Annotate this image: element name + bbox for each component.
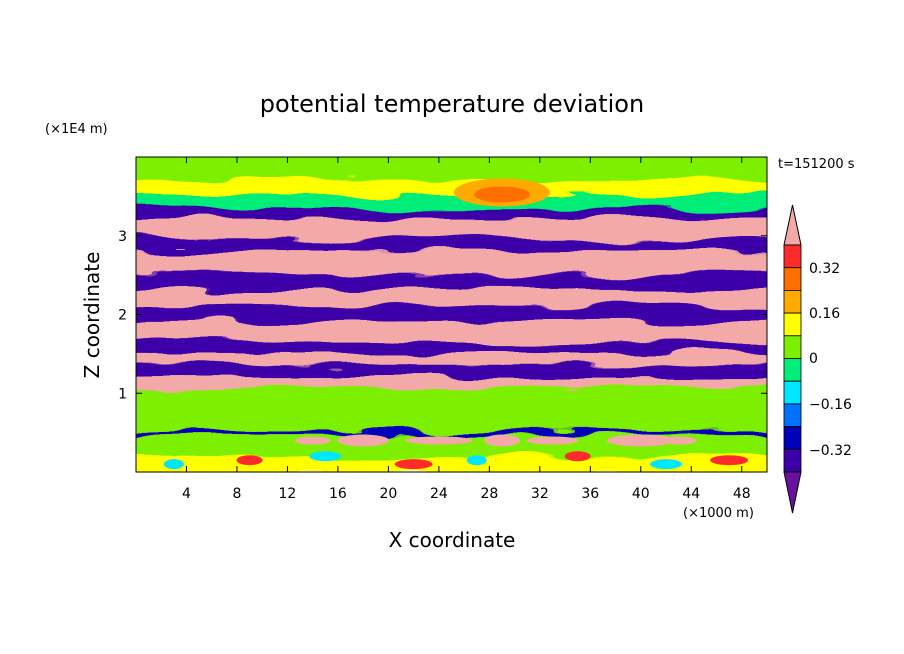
colorbar-segment	[783, 358, 802, 382]
x-tick-label: 8	[232, 486, 241, 502]
x-tick-label: 24	[430, 486, 448, 502]
colorbar-segment	[783, 289, 802, 314]
x-tick-label: 28	[480, 486, 498, 502]
colorbar-arrow-bottom	[783, 471, 802, 514]
x-axis-label: X coordinate	[389, 528, 516, 552]
contour-feature	[394, 459, 433, 470]
x-tick-label: 40	[632, 486, 650, 502]
x-tick-label: 20	[379, 486, 397, 502]
contour-band	[136, 157, 767, 180]
x-tick-label: 12	[279, 486, 297, 502]
contour-feature	[650, 459, 683, 470]
chart-title: potential temperature deviation	[260, 90, 644, 118]
x-tick-label: 4	[182, 486, 191, 502]
colorbar-segment	[783, 403, 802, 427]
colorbar-segment	[783, 380, 802, 405]
colorbar-segment	[783, 267, 802, 291]
y-axis-label: Z coordinate	[80, 252, 104, 379]
colorbar: 0.32 0.16 0 −0.16 −0.32	[783, 204, 852, 514]
contour-feature	[404, 436, 473, 445]
contour-feature	[337, 434, 390, 447]
contour-features	[163, 178, 749, 470]
contour-feature	[236, 455, 263, 466]
time-label: t=151200 s	[778, 157, 855, 172]
x-tick-label: 32	[531, 486, 549, 502]
x-tick-label: 16	[329, 486, 347, 502]
y-tick-label: 1	[118, 386, 127, 402]
x-axis: 4 8 12 16 20 24 28 32 36 40 44 48	[182, 157, 751, 502]
contour-feature	[466, 455, 487, 466]
contour-feature	[606, 434, 675, 447]
contour-feature	[294, 436, 331, 445]
colorbar-segment	[783, 335, 802, 359]
contour-feature	[710, 455, 749, 466]
y-tick-label: 3	[118, 229, 127, 245]
contour-bands	[136, 157, 767, 472]
colorbar-segment	[783, 244, 802, 269]
contour-band	[136, 382, 767, 431]
x-tick-label: 48	[733, 486, 751, 502]
plot-area	[136, 157, 767, 472]
colorbar-segment	[783, 312, 802, 337]
x-tick-label: 36	[581, 486, 599, 502]
contour-feature	[473, 186, 530, 203]
y-axis-unit: (×1E4 m)	[45, 122, 108, 137]
colorbar-segment	[783, 448, 802, 473]
colorbar-tick-label: 0.32	[809, 261, 840, 277]
colorbar-segment	[783, 426, 802, 450]
y-tick-label: 2	[118, 308, 127, 324]
colorbar-tick-label: −0.32	[809, 443, 852, 459]
contour-feature	[309, 451, 342, 462]
x-tick-label: 44	[682, 486, 700, 502]
y-axis: 1 2 3	[118, 229, 767, 402]
colorbar-tick-label: −0.16	[809, 397, 852, 413]
contour-feature	[564, 451, 591, 462]
x-axis-unit: (×1000 m)	[683, 506, 754, 521]
contour-feature	[526, 436, 579, 445]
colorbar-tick-label: 0.16	[809, 306, 840, 322]
colorbar-tick-label: 0	[809, 351, 818, 367]
contour-feature	[163, 459, 184, 470]
contour-feature	[483, 434, 520, 447]
contour-feature	[660, 436, 697, 445]
colorbar-arrow-top	[783, 204, 802, 246]
